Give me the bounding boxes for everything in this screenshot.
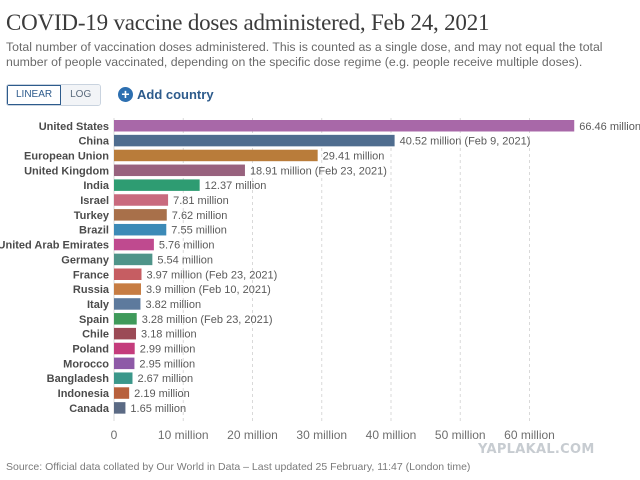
scale-toggle: LINEAR LOG	[6, 84, 102, 106]
value-label: 3.28 million (Feb 23, 2021)	[142, 314, 273, 326]
x-tick-label: 10 million	[158, 428, 209, 442]
source-note: Source: Official data collated by Our Wo…	[6, 461, 471, 473]
category-label: Italy	[87, 299, 110, 311]
bar	[114, 342, 135, 355]
value-label: 3.82 million	[145, 299, 201, 311]
category-label: Morocco	[63, 358, 109, 370]
category-label: United Arab Emirates	[0, 240, 109, 252]
value-label: 18.91 million (Feb 23, 2021)	[250, 165, 387, 177]
bar	[114, 164, 245, 177]
value-label: 7.81 million	[173, 195, 229, 207]
bar	[114, 268, 142, 280]
category-label: Israel	[80, 195, 109, 207]
category-label: India	[83, 180, 110, 192]
bar	[114, 253, 153, 266]
category-label: Bangladesh	[47, 373, 110, 385]
category-label: Turkey	[74, 210, 110, 222]
linear-scale-button[interactable]: LINEAR	[7, 85, 62, 105]
value-label: 1.65 million	[130, 403, 186, 415]
bar	[114, 313, 137, 325]
chart-subtitle: Total number of vaccination doses admini…	[6, 40, 603, 69]
category-label: United States	[39, 121, 109, 133]
bar	[114, 179, 200, 191]
category-label: Canada	[69, 403, 110, 415]
x-axis-tick-labels: 0 10 million 20 million 30 million 40 millio…	[111, 428, 555, 442]
value-label: 3.97 million (Feb 23, 2021)	[146, 269, 277, 281]
bar	[114, 327, 137, 340]
value-label: 2.19 million	[134, 388, 190, 400]
bar	[114, 134, 395, 147]
category-label: European Union	[24, 150, 109, 162]
value-label: 7.62 million	[172, 210, 228, 222]
value-label: 7.55 million	[171, 225, 227, 237]
add-country-button[interactable]: + Add country	[118, 85, 214, 103]
watermark: YAPLAKAL.COM	[478, 442, 595, 457]
value-label: 2.67 million	[137, 373, 193, 385]
x-tick-label: 20 million	[227, 428, 278, 442]
bar	[114, 194, 169, 206]
value-label: 3.9 million (Feb 10, 2021)	[146, 284, 271, 296]
bar	[114, 120, 575, 132]
value-label: 12.37 million	[205, 180, 267, 192]
category-label: United Kingdom	[24, 165, 109, 177]
x-tick-label: 60 million	[504, 428, 555, 442]
bar	[114, 209, 167, 221]
bar	[114, 238, 154, 251]
category-label: Russia	[73, 284, 110, 296]
bars	[114, 120, 575, 414]
value-label: 5.76 million	[159, 240, 215, 252]
value-label: 2.99 million	[140, 344, 196, 356]
bar	[114, 149, 318, 162]
bar	[114, 357, 135, 370]
category-label: Chile	[82, 329, 109, 341]
category-labels: United States China European Union United K…	[0, 121, 110, 415]
value-label: 29.41 million	[323, 150, 385, 162]
category-label: Spain	[79, 314, 109, 326]
bar	[114, 223, 167, 236]
value-label: 66.46 million	[579, 121, 640, 133]
bar	[114, 387, 130, 399]
add-country-label: Add country	[137, 86, 214, 102]
bar-chart: United States China European Union United K…	[0, 118, 640, 442]
plus-circle-icon: +	[118, 86, 133, 102]
category-label: France	[73, 269, 109, 281]
chart-title: COVID-19 vaccine doses administered, Feb…	[6, 10, 490, 35]
value-label: 2.95 million	[139, 358, 195, 370]
value-label: 40.52 million (Feb 9, 2021)	[400, 136, 531, 148]
log-scale-button[interactable]: LOG	[61, 85, 101, 105]
category-label: Brazil	[79, 225, 109, 237]
bar	[114, 283, 142, 295]
value-labels: 66.46 million 40.52 million (Feb 9, 2021)…	[130, 121, 640, 415]
x-tick-label: 40 million	[366, 428, 417, 442]
value-label: 5.54 million	[157, 254, 213, 266]
category-label: Poland	[72, 344, 109, 356]
category-label: China	[78, 136, 109, 148]
x-tick-label: 50 million	[435, 428, 486, 442]
bar	[114, 402, 126, 414]
x-tick-label: 0	[111, 428, 118, 442]
category-label: Germany	[61, 254, 110, 266]
value-label: 3.18 million	[141, 329, 197, 341]
category-label: Indonesia	[58, 388, 110, 400]
x-tick-label: 30 million	[296, 428, 347, 442]
bar	[114, 298, 141, 310]
bar	[114, 372, 133, 384]
